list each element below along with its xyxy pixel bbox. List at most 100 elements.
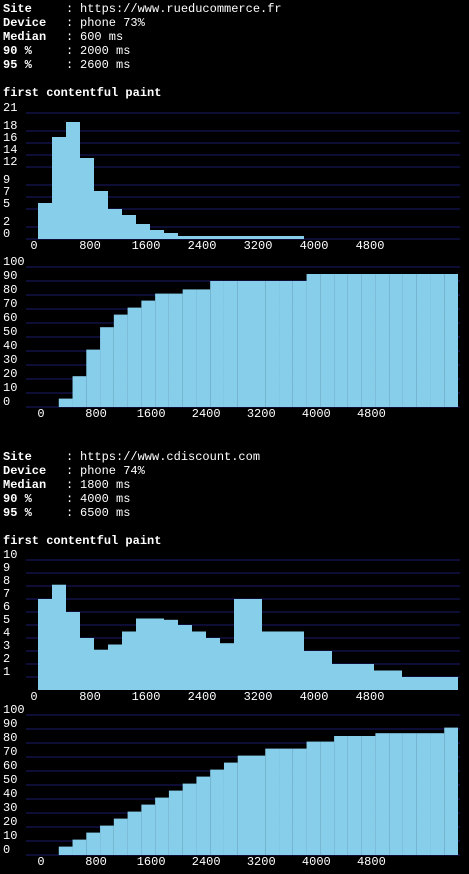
y-tick-label: 9 [3,173,10,187]
bar [234,599,248,690]
bar [237,281,252,407]
x-tick-label: 4800 [357,407,386,421]
x-tick-label: 800 [85,407,107,421]
x-tick-label: 0 [30,690,37,704]
row-label: 90 % [3,492,33,506]
bar [196,776,211,855]
separator: : [66,492,73,506]
bar [210,281,224,407]
x-tick-label: 0 [30,239,37,253]
bar [141,804,156,855]
row-label: Median [3,478,46,492]
bar [127,811,142,855]
bar [290,631,304,690]
bar [220,236,234,239]
x-tick-label: 4800 [356,690,385,704]
bar [164,619,178,690]
y-tick-label: 7 [3,185,10,199]
bar [66,122,80,239]
bar [361,274,376,407]
bar [402,677,416,690]
y-tick-label: 4 [3,626,10,640]
x-tick-label: 4800 [356,239,385,253]
bar [196,289,211,407]
y-tick-label: 20 [3,815,17,829]
separator: : [66,58,73,72]
chart-title: first contentful paint [3,534,161,548]
separator: : [66,506,73,520]
bar [234,236,248,239]
bar [113,314,128,407]
bar [430,733,445,855]
bar [444,677,458,690]
bar [192,236,206,239]
bar [389,274,403,407]
row-label: Device [3,16,46,30]
bar [332,664,346,690]
bar [72,839,87,855]
bar [127,307,142,407]
bar [220,643,234,690]
y-tick-label: 16 [3,131,17,145]
bar [80,638,94,690]
y-tick-label: 80 [3,283,17,297]
y-tick-label: 50 [3,773,17,787]
bar [444,727,458,855]
y-tick-label: 12 [3,155,17,169]
y-tick-label: 0 [3,843,10,857]
bar [402,274,417,407]
x-tick-label: 800 [85,855,107,869]
row-label: 90 % [3,44,33,58]
bar [136,618,150,690]
row-value: 2000 ms [80,44,130,58]
y-tick-label: 9 [3,561,10,575]
bar [38,203,52,239]
x-tick-label: 2400 [188,239,217,253]
y-tick-label: 60 [3,311,17,325]
y-tick-label: 6 [3,600,10,614]
bar [334,274,348,407]
bar [100,825,114,855]
row-value: 2600 ms [80,58,130,72]
bar [155,293,169,407]
bar [279,748,293,855]
bar [86,832,101,855]
y-tick-label: 7 [3,587,10,601]
bar [388,670,402,690]
y-tick-label: 90 [3,717,17,731]
x-tick-label: 4000 [300,239,329,253]
bar [304,651,318,690]
bar [178,625,192,690]
x-tick-label: 1600 [132,239,161,253]
bar [150,618,164,690]
y-tick-label: 2 [3,652,10,666]
x-tick-label: 800 [79,239,101,253]
bar [306,274,321,407]
x-tick-label: 1600 [132,690,161,704]
x-tick-label: 4000 [302,407,331,421]
bar [80,158,94,239]
bar [72,376,87,407]
separator: : [66,44,73,58]
bar [100,327,114,407]
bar [444,274,458,407]
bar [94,649,108,690]
bar [108,644,122,690]
bar [402,733,417,855]
x-tick-label: 2400 [192,407,221,421]
bar [375,733,390,855]
separator: : [66,30,73,44]
y-tick-label: 50 [3,325,17,339]
bar [52,584,66,690]
bar [223,281,238,407]
bar [66,612,80,690]
row-label: 95 % [3,58,33,72]
y-tick-label: 0 [3,227,10,241]
y-tick-label: 18 [3,119,17,133]
bar [38,599,52,690]
row-value: 600 ms [80,30,123,44]
bar [361,736,376,855]
x-tick-label: 2400 [192,855,221,869]
bar [155,797,169,855]
bar [237,755,252,855]
